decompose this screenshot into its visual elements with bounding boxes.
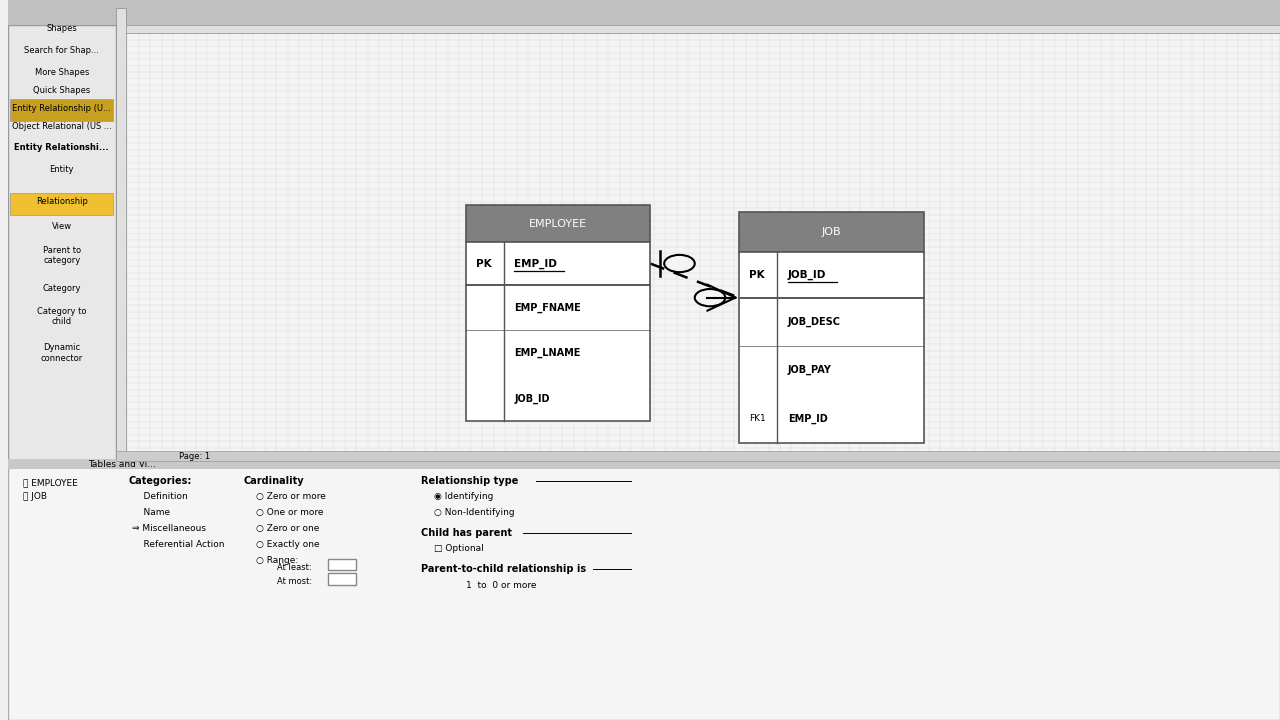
Text: ⇒ Miscellaneous: ⇒ Miscellaneous xyxy=(132,524,206,533)
Text: 1  to  0 or more: 1 to 0 or more xyxy=(466,581,536,590)
FancyBboxPatch shape xyxy=(116,451,1280,461)
Text: Referential Action: Referential Action xyxy=(132,540,225,549)
Text: PK: PK xyxy=(750,269,765,279)
Text: Relationship type: Relationship type xyxy=(421,476,518,486)
Text: More Shapes: More Shapes xyxy=(35,68,90,76)
Text: ○ Exactly one: ○ Exactly one xyxy=(256,540,320,549)
FancyBboxPatch shape xyxy=(466,205,650,242)
Text: Name: Name xyxy=(132,508,170,517)
Text: View: View xyxy=(51,222,72,231)
Text: Entity: Entity xyxy=(50,165,74,174)
Text: Search for Shap...: Search for Shap... xyxy=(24,46,100,55)
FancyBboxPatch shape xyxy=(466,285,650,421)
Text: Cardinality: Cardinality xyxy=(243,476,303,486)
Text: EMP_FNAME: EMP_FNAME xyxy=(515,302,581,313)
Text: □ Optional: □ Optional xyxy=(434,544,484,553)
Text: EMP_LNAME: EMP_LNAME xyxy=(515,348,580,359)
Text: Quick Shapes: Quick Shapes xyxy=(33,86,91,94)
FancyBboxPatch shape xyxy=(8,25,116,720)
Text: Category: Category xyxy=(42,284,81,292)
FancyBboxPatch shape xyxy=(8,461,1280,720)
Text: Parent-to-child relationship is: Parent-to-child relationship is xyxy=(421,564,586,574)
Text: ○ One or more: ○ One or more xyxy=(256,508,324,517)
FancyBboxPatch shape xyxy=(466,242,650,285)
Text: ○ Non-Identifying: ○ Non-Identifying xyxy=(434,508,515,517)
Text: Categories:: Categories: xyxy=(128,476,192,486)
Text: 🖹 EMPLOYEE: 🖹 EMPLOYEE xyxy=(23,478,78,487)
Text: JOB_ID: JOB_ID xyxy=(515,393,549,404)
Text: Entity Relationshi...: Entity Relationshi... xyxy=(14,143,109,152)
Circle shape xyxy=(664,255,695,272)
Circle shape xyxy=(695,289,726,306)
Text: Page: 1: Page: 1 xyxy=(179,452,211,461)
Text: JOB: JOB xyxy=(822,227,841,237)
FancyBboxPatch shape xyxy=(116,25,1280,33)
FancyBboxPatch shape xyxy=(329,559,356,570)
Text: ○ Zero or more: ○ Zero or more xyxy=(256,492,325,501)
Text: JOB_PAY: JOB_PAY xyxy=(787,365,832,375)
Text: Definition: Definition xyxy=(132,492,188,501)
FancyBboxPatch shape xyxy=(740,251,924,297)
Text: ○ Range:: ○ Range: xyxy=(256,556,298,564)
Text: JOB_DESC: JOB_DESC xyxy=(787,317,841,327)
Text: At most:: At most: xyxy=(278,577,312,586)
Text: Category to
child: Category to child xyxy=(37,307,87,326)
Text: Parent to
category: Parent to category xyxy=(42,246,81,265)
FancyBboxPatch shape xyxy=(116,8,125,452)
Text: Shapes: Shapes xyxy=(46,24,77,33)
Text: PK: PK xyxy=(476,258,492,269)
FancyBboxPatch shape xyxy=(740,297,924,443)
Text: 🖹 JOB: 🖹 JOB xyxy=(23,492,47,501)
Text: At least:: At least: xyxy=(278,563,312,572)
Text: Child has parent: Child has parent xyxy=(421,528,512,538)
Text: Object Relational (US ...: Object Relational (US ... xyxy=(12,122,111,130)
Text: EMP_ID: EMP_ID xyxy=(787,413,827,424)
FancyBboxPatch shape xyxy=(8,459,1280,469)
Text: EMP_ID: EMP_ID xyxy=(515,258,557,269)
Text: EMPLOYEE: EMPLOYEE xyxy=(529,219,588,228)
Text: Relationship: Relationship xyxy=(36,197,88,206)
FancyBboxPatch shape xyxy=(10,99,114,121)
FancyBboxPatch shape xyxy=(10,193,114,215)
Text: ○ Zero or one: ○ Zero or one xyxy=(256,524,319,533)
Text: Entity Relationship (U...: Entity Relationship (U... xyxy=(13,104,111,112)
FancyBboxPatch shape xyxy=(329,573,356,585)
Text: JOB_ID: JOB_ID xyxy=(787,269,826,280)
Text: Dynamic
connector: Dynamic connector xyxy=(41,343,83,362)
FancyBboxPatch shape xyxy=(740,212,924,251)
Text: ◉ Identifying: ◉ Identifying xyxy=(434,492,493,501)
Text: Tables and Vi...: Tables and Vi... xyxy=(88,460,156,469)
FancyBboxPatch shape xyxy=(116,0,1280,461)
FancyBboxPatch shape xyxy=(8,0,1280,25)
Text: FK1: FK1 xyxy=(750,414,767,423)
